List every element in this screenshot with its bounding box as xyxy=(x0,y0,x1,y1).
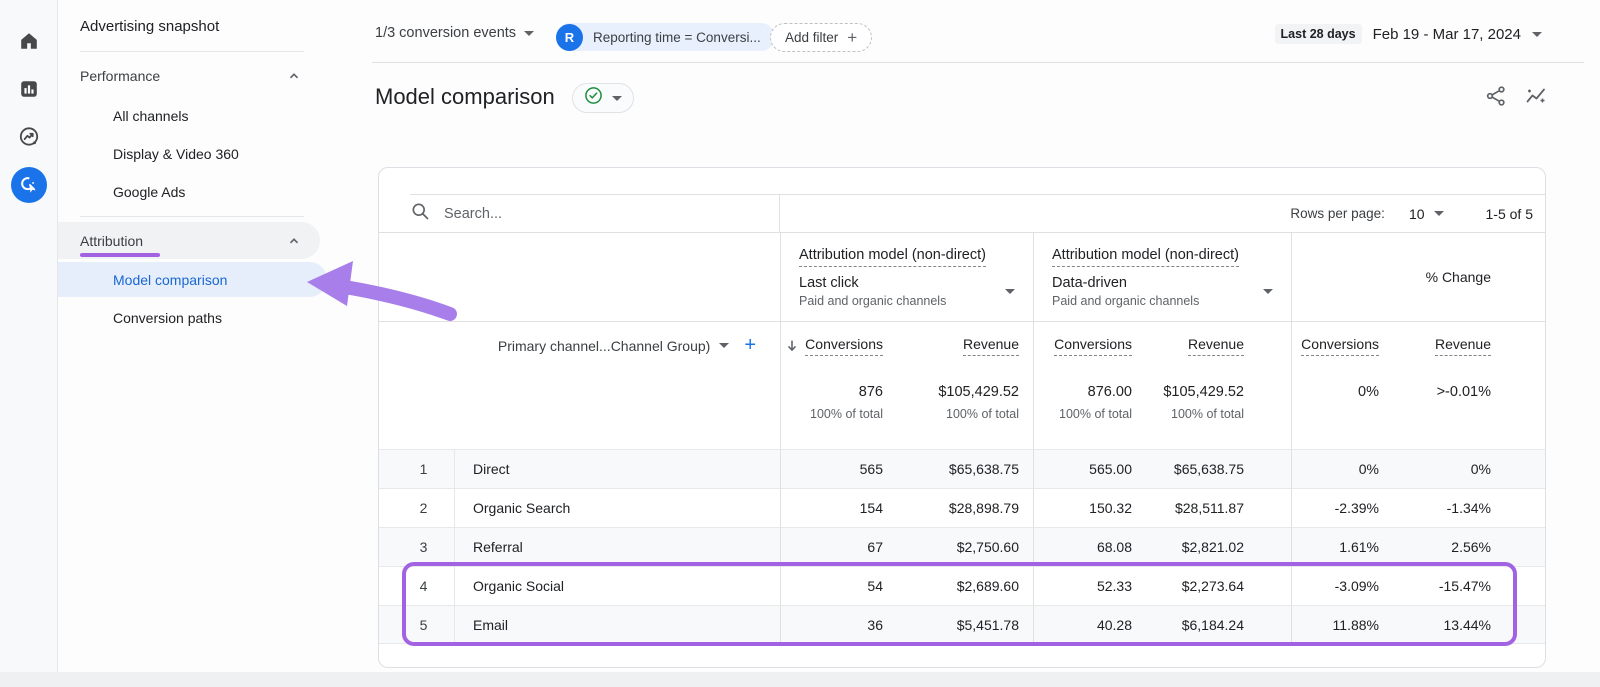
totals-m2-conversions: 876.00 100% of total xyxy=(1033,369,1148,449)
attribution-model-2: Attribution model (non-direct) Data-driv… xyxy=(1033,233,1291,321)
reporting-badge-icon: R xyxy=(556,23,583,51)
sidebar-item-model-comparison[interactable]: Model comparison xyxy=(58,262,327,297)
totals-m1-conversions: 876 100% of total xyxy=(780,369,899,449)
date-preset-badge: Last 28 days xyxy=(1274,24,1362,44)
pagination-range: 1-5 of 5 xyxy=(1485,205,1533,222)
share-icon[interactable] xyxy=(1484,84,1508,108)
table-row-highlighted: 4 Organic Social 54 $2,689.60 52.33 $2,2… xyxy=(379,566,1545,605)
section-label: Attribution xyxy=(80,233,144,249)
col-header-chg-revenue[interactable]: Revenue xyxy=(1397,322,1547,369)
row-number: 3 xyxy=(379,528,455,566)
rows-per-page-select[interactable]: 10 xyxy=(1409,206,1444,222)
row-number: 5 xyxy=(379,606,455,643)
sidebar: Advertising snapshot Performance All cha… xyxy=(58,0,338,672)
totals-row: 876 100% of total $105,429.52 100% of tota… xyxy=(379,369,1545,449)
table-search[interactable] xyxy=(379,195,780,232)
search-icon xyxy=(410,201,430,226)
sort-desc-icon xyxy=(788,339,797,351)
col-header-m1-conversions[interactable]: Conversions xyxy=(780,322,899,369)
caret-down-icon xyxy=(524,30,535,36)
caret-down-icon xyxy=(1532,31,1542,37)
attribution-model-2-selector[interactable]: Data-driven Paid and organic channels xyxy=(1052,275,1291,308)
insights-icon[interactable] xyxy=(1524,84,1548,108)
rows-per-page-label: Rows per page: xyxy=(1290,206,1385,221)
sidebar-section-attribution[interactable]: Attribution xyxy=(58,226,320,256)
sidebar-section-performance[interactable]: Performance xyxy=(58,61,320,91)
attribution-section-highlight xyxy=(58,222,320,259)
date-range-selector[interactable]: Last 28 days Feb 19 - Mar 17, 2024 xyxy=(1274,24,1542,44)
col-header-m1-revenue[interactable]: Revenue xyxy=(899,322,1033,369)
channel-cell: Direct xyxy=(473,461,510,477)
pct-change-header: % Change xyxy=(1291,233,1547,321)
channel-cell: Email xyxy=(473,616,509,633)
chevron-up-icon[interactable] xyxy=(286,233,302,252)
data-quality-pill[interactable] xyxy=(572,83,634,113)
row-number: 2 xyxy=(379,489,455,527)
section-label: Performance xyxy=(80,68,161,84)
sidebar-item-google-ads[interactable]: Google Ads xyxy=(113,183,186,200)
sidebar-item-conversion-paths[interactable]: Conversion paths xyxy=(113,309,222,326)
model-row-spacer xyxy=(379,233,780,321)
attribution-underline-annotation xyxy=(80,253,160,257)
attribution-model-2-header[interactable]: Attribution model (non-direct) xyxy=(1052,247,1239,267)
attribution-model-header-row: Attribution model (non-direct) Last clic… xyxy=(379,233,1545,322)
column-header-row: Primary channel...Channel Group) + Conve… xyxy=(379,322,1545,369)
add-dimension-icon[interactable]: + xyxy=(744,334,756,356)
table-row: 3 Referral 67 $2,750.60 68.08 $2,821.02 … xyxy=(379,527,1545,566)
caret-down-icon xyxy=(719,343,730,348)
caret-down-icon xyxy=(1433,211,1444,216)
totals-m1-revenue: $105,429.52 100% of total xyxy=(938,384,1019,421)
filter-chip-reporting-time[interactable]: R Reporting time = Conversi... xyxy=(556,23,775,51)
explore-icon[interactable] xyxy=(11,119,47,155)
caret-down-icon xyxy=(1005,289,1015,294)
pagination: Rows per page: 10 1-5 of 5 xyxy=(780,195,1545,232)
sidebar-item-all-channels[interactable]: All channels xyxy=(113,107,189,124)
search-input[interactable] xyxy=(444,205,724,222)
topbar-divider xyxy=(372,62,1584,63)
row-number: 1 xyxy=(379,450,455,488)
add-filter-button[interactable]: Add filter + xyxy=(770,23,873,52)
col-header-m2-revenue[interactable]: Revenue xyxy=(1148,322,1291,369)
home-icon[interactable] xyxy=(11,23,47,59)
channel-cell: Organic Social xyxy=(473,578,565,594)
caret-down-icon xyxy=(612,95,622,101)
advertising-icon[interactable] xyxy=(11,167,47,203)
attribution-model-1: Attribution model (non-direct) Last clic… xyxy=(780,233,1033,321)
channel-cell: Organic Search xyxy=(473,500,571,516)
totals-chg-revenue: >-0.01% xyxy=(1436,384,1491,400)
reports-icon[interactable] xyxy=(11,71,47,107)
attribution-model-1-selector[interactable]: Last click Paid and organic channels xyxy=(799,275,1033,308)
totals-chg-conversions: 0% xyxy=(1291,369,1397,449)
col-header-chg-conversions[interactable]: Conversions xyxy=(1291,322,1397,369)
sidebar-divider xyxy=(80,216,304,217)
row-number: 4 xyxy=(379,567,455,605)
nav-rail xyxy=(0,0,58,672)
conversion-events-selector[interactable]: 1/3 conversion events xyxy=(375,25,535,41)
totals-m2-revenue: $105,429.52 100% of total xyxy=(1163,384,1244,421)
dimension-header[interactable]: Primary channel...Channel Group) + xyxy=(497,334,756,356)
sidebar-divider xyxy=(80,51,304,52)
table-row: 2 Organic Search 154 $28,898.79 150.32 $… xyxy=(379,488,1545,527)
table-row: 1 Direct 565 $65,638.75 565.00 $65,638.7… xyxy=(379,449,1545,488)
check-circle-icon xyxy=(584,86,603,110)
caret-down-icon xyxy=(1263,289,1273,294)
table-row-highlighted: 5 Email 36 $5,451.78 40.28 $6,184.24 11.… xyxy=(379,605,1545,644)
attribution-model-1-header[interactable]: Attribution model (non-direct) xyxy=(799,247,986,267)
chevron-up-icon[interactable] xyxy=(286,68,302,87)
sidebar-title: Advertising snapshot xyxy=(80,18,220,35)
col-header-m2-conversions[interactable]: Conversions xyxy=(1033,322,1148,369)
plus-icon: + xyxy=(847,27,858,47)
channel-cell: Referral xyxy=(473,539,523,555)
table-toolbar: Rows per page: 10 1-5 of 5 xyxy=(379,194,1545,233)
page-title: Model comparison xyxy=(375,84,555,109)
model-comparison-table-card: Rows per page: 10 1-5 of 5 Attribution m… xyxy=(378,167,1546,668)
sidebar-item-display-video-360[interactable]: Display & Video 360 xyxy=(113,145,239,162)
window-bottom-edge xyxy=(0,672,1600,687)
